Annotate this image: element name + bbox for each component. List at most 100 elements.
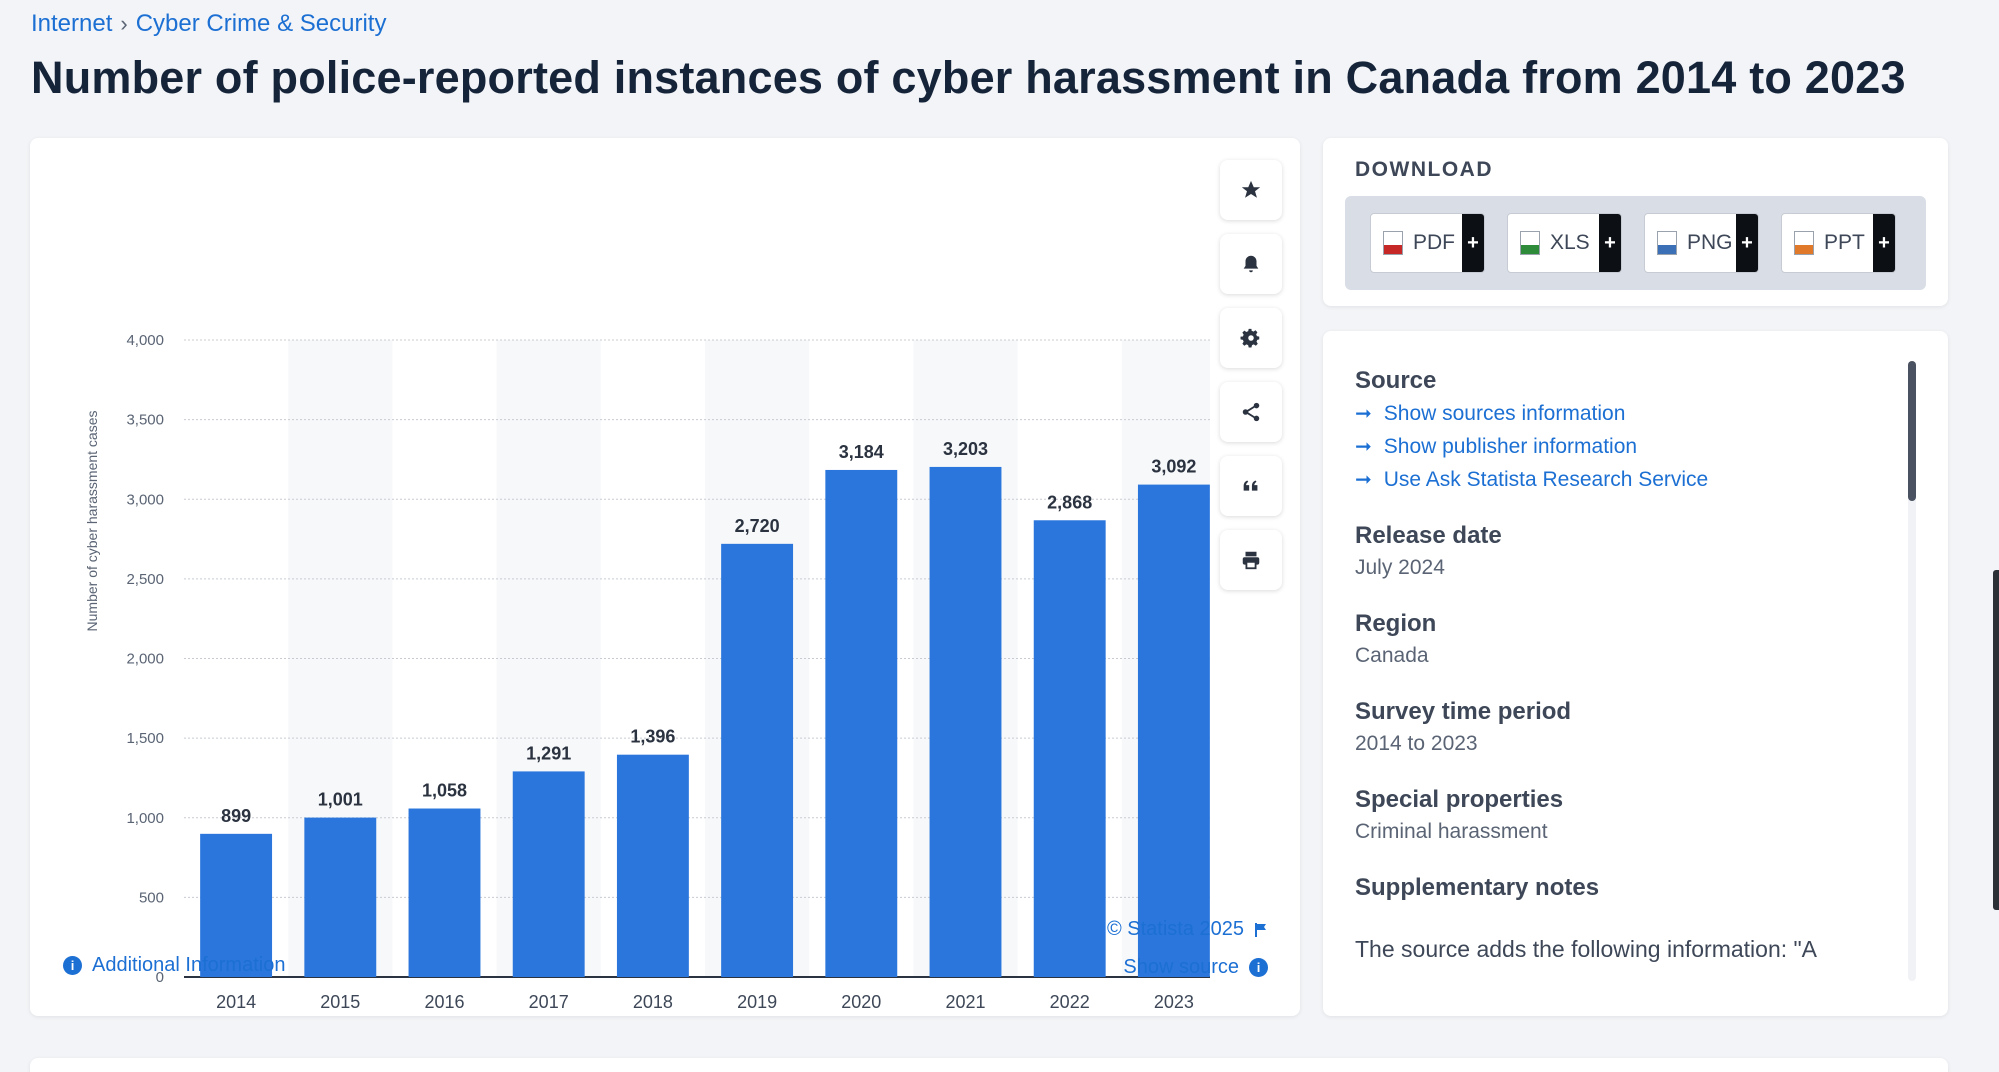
y-tick-label: 4,000 bbox=[126, 332, 164, 349]
bar-2015 bbox=[304, 817, 377, 977]
settings-button[interactable] bbox=[1220, 308, 1282, 368]
y-tick-label: 500 bbox=[139, 889, 164, 906]
x-tick-label: 2020 bbox=[841, 992, 881, 1012]
y-tick-label: 3,500 bbox=[126, 412, 164, 429]
bar-2023 bbox=[1137, 484, 1210, 977]
release-date-section: Release date July 2024 bbox=[1355, 522, 1895, 580]
show-sources-link[interactable]: ➞ Show sources information bbox=[1355, 401, 1895, 426]
png-file-icon bbox=[1657, 231, 1677, 255]
breadcrumb-cyber-crime-security[interactable]: Cyber Crime & Security bbox=[135, 10, 387, 37]
plus-icon: + bbox=[1462, 214, 1484, 272]
x-tick-label: 2023 bbox=[1154, 992, 1194, 1012]
survey-period-heading: Survey time period bbox=[1355, 698, 1572, 725]
gear-icon bbox=[1240, 328, 1260, 348]
download-pdf-label: PDF bbox=[1413, 231, 1455, 254]
share-icon bbox=[1242, 402, 1260, 422]
region-section: Region Canada bbox=[1355, 610, 1895, 668]
y-tick-label: 1,500 bbox=[126, 730, 164, 747]
bar-2020 bbox=[825, 469, 898, 977]
data-label: 3,184 bbox=[839, 442, 884, 462]
download-xls-label: XLS bbox=[1550, 231, 1590, 254]
show-publisher-link[interactable]: ➞ Show publisher information bbox=[1355, 434, 1895, 459]
data-label: 3,092 bbox=[1151, 457, 1196, 477]
quote-icon bbox=[1243, 480, 1258, 491]
bell-icon bbox=[1243, 255, 1259, 273]
download-png-button[interactable]: PNG + bbox=[1644, 213, 1759, 273]
y-tick-label: 0 bbox=[156, 969, 164, 986]
plus-icon: + bbox=[1873, 214, 1895, 272]
ppt-file-icon bbox=[1794, 231, 1814, 255]
download-pdf-button[interactable]: PDF + bbox=[1370, 213, 1485, 273]
page-title: Number of police-reported instances of c… bbox=[31, 52, 1906, 103]
show-source-link[interactable]: Show source i bbox=[1123, 956, 1268, 979]
plus-icon: + bbox=[1599, 214, 1621, 272]
bar-2019 bbox=[721, 543, 794, 977]
source-heading: Source bbox=[1355, 367, 1437, 394]
download-xls-button[interactable]: XLS + bbox=[1507, 213, 1622, 273]
download-card: DOWNLOAD PDF + XLS + PNG + PPT + bbox=[1323, 138, 1948, 306]
print-icon bbox=[1242, 551, 1260, 570]
print-button[interactable] bbox=[1220, 530, 1282, 590]
info-icon: i bbox=[1249, 958, 1268, 977]
window-edge-scrollbar[interactable] bbox=[1993, 570, 1999, 910]
ask-statista-label: Use Ask Statista Research Service bbox=[1383, 467, 1709, 491]
special-properties-section: Special properties Criminal harassment bbox=[1355, 786, 1895, 844]
data-label: 899 bbox=[221, 806, 251, 826]
star-icon bbox=[1241, 180, 1261, 198]
breadcrumb-internet[interactable]: Internet bbox=[31, 10, 113, 37]
share-button[interactable] bbox=[1220, 382, 1282, 442]
plus-icon: + bbox=[1736, 214, 1758, 272]
ask-statista-link[interactable]: ➞ Use Ask Statista Research Service bbox=[1355, 467, 1895, 492]
survey-period-value: 2014 to 2023 bbox=[1355, 732, 1478, 755]
download-ppt-button[interactable]: PPT + bbox=[1781, 213, 1896, 273]
info-scrollbar[interactable] bbox=[1908, 361, 1916, 981]
y-tick-label: 1,000 bbox=[126, 810, 164, 827]
special-properties-value: Criminal harassment bbox=[1355, 820, 1548, 843]
x-tick-label: 2016 bbox=[424, 992, 464, 1012]
release-date-value: July 2024 bbox=[1355, 556, 1445, 579]
region-value: Canada bbox=[1355, 644, 1429, 667]
additional-information-link[interactable]: i Additional Information bbox=[63, 954, 285, 977]
special-properties-heading: Special properties bbox=[1355, 786, 1564, 813]
download-buttons: PDF + XLS + PNG + PPT + bbox=[1345, 196, 1926, 290]
arrow-right-icon: ➞ bbox=[1355, 469, 1372, 491]
y-tick-label: 3,000 bbox=[126, 491, 164, 508]
source-section: Source ➞ Show sources information ➞ Show… bbox=[1355, 367, 1895, 492]
info-scrollbar-thumb[interactable] bbox=[1908, 361, 1916, 501]
data-label: 3,203 bbox=[943, 439, 988, 459]
y-axis-label: Number of cyber harassment cases bbox=[84, 411, 100, 632]
favorite-button[interactable] bbox=[1220, 160, 1282, 220]
arrow-right-icon: ➞ bbox=[1355, 403, 1372, 425]
x-tick-label: 2015 bbox=[320, 992, 360, 1012]
show-source-label: Show source bbox=[1123, 956, 1239, 978]
breadcrumb-separator: › bbox=[120, 11, 128, 36]
statista-copyright[interactable]: © Statista 2025 bbox=[1107, 918, 1268, 941]
chart-toolbar bbox=[1220, 160, 1282, 590]
bar-2021 bbox=[929, 466, 1002, 977]
data-label: 1,058 bbox=[422, 781, 467, 801]
statistic-details-card: Source ➞ Show sources information ➞ Show… bbox=[1323, 331, 1948, 1016]
supplementary-notes-heading: Supplementary notes bbox=[1355, 874, 1600, 901]
bar-2014 bbox=[200, 833, 273, 977]
show-publisher-label: Show publisher information bbox=[1383, 434, 1638, 458]
download-title: DOWNLOAD bbox=[1355, 158, 1493, 181]
x-tick-label: 2019 bbox=[737, 992, 777, 1012]
data-label: 2,868 bbox=[1047, 492, 1092, 512]
xls-file-icon bbox=[1520, 231, 1540, 255]
additional-information-label: Additional Information bbox=[92, 954, 286, 976]
notification-button[interactable] bbox=[1220, 234, 1282, 294]
bar-chart: 899 1,001 1,058 1,291 1,396 2,720 3,184 3,203 2,… bbox=[84, 332, 1210, 1012]
bar-2018 bbox=[616, 754, 689, 977]
bar-2017 bbox=[512, 771, 585, 977]
arrow-right-icon: ➞ bbox=[1355, 436, 1372, 458]
data-label: 1,291 bbox=[526, 743, 571, 763]
download-ppt-label: PPT bbox=[1824, 231, 1865, 254]
data-label: 1,001 bbox=[318, 790, 363, 810]
data-label: 2,720 bbox=[735, 516, 780, 536]
cite-button[interactable] bbox=[1220, 456, 1282, 516]
info-icon: i bbox=[63, 956, 82, 975]
y-tick-label: 2,000 bbox=[126, 651, 164, 668]
x-tick-label: 2022 bbox=[1050, 992, 1090, 1012]
survey-period-section: Survey time period 2014 to 2023 bbox=[1355, 698, 1895, 756]
supplementary-notes-text: The source adds the following informatio… bbox=[1355, 936, 1818, 962]
